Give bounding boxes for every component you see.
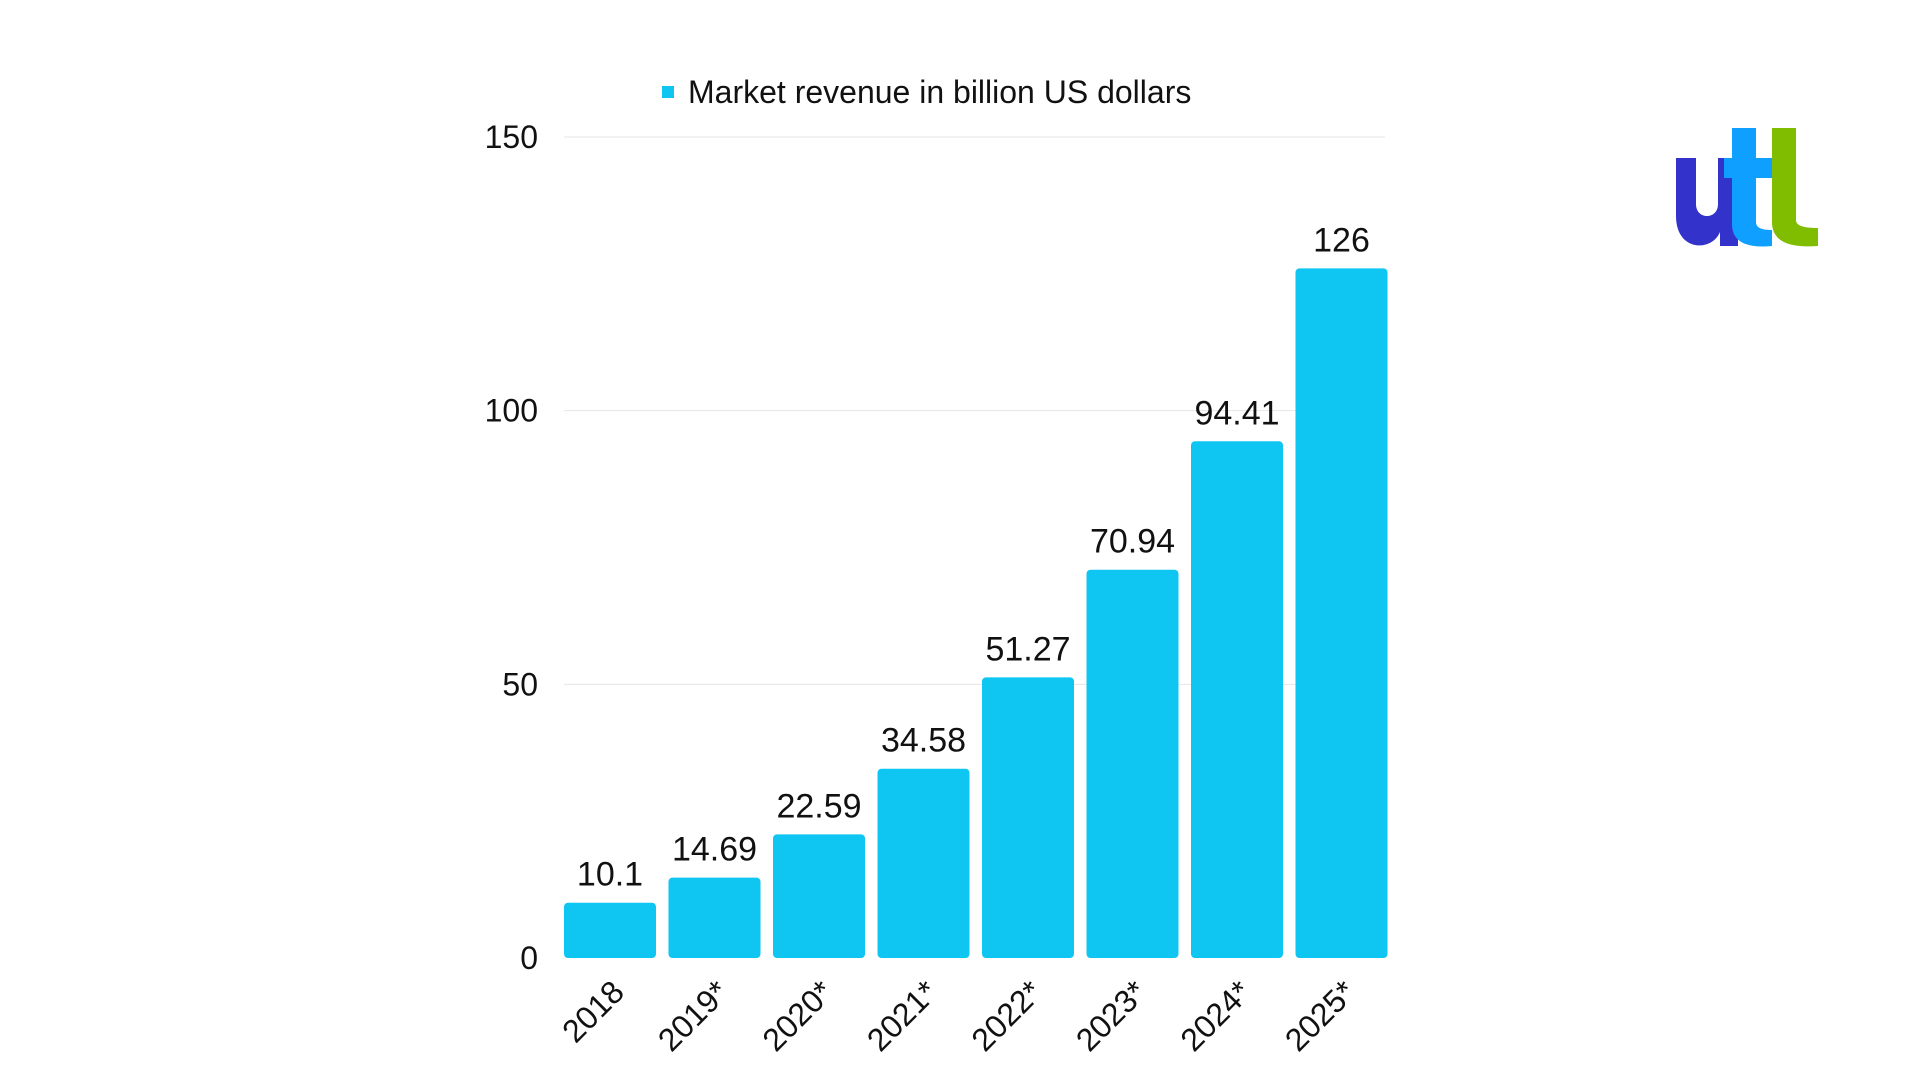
legend-swatch [662, 86, 674, 98]
x-tick-label: 2023* [1069, 973, 1154, 1058]
bar [1191, 441, 1283, 959]
y-axis-ticks: 0 50 100 150 [485, 119, 538, 976]
y-tick-label: 0 [520, 940, 538, 976]
logo-letter-t [1724, 128, 1772, 247]
x-tick-label: 2025* [1278, 973, 1363, 1058]
data-label: 22.59 [776, 787, 861, 825]
bar [1086, 569, 1179, 958]
data-label: 10.1 [577, 856, 643, 894]
chart-legend: Market revenue in billion US dollars [662, 72, 1191, 112]
data-label: 14.69 [672, 831, 757, 869]
logo-letter-u [1676, 158, 1738, 246]
data-label: 34.58 [881, 722, 966, 760]
x-tick-label: 2022* [964, 973, 1049, 1058]
data-label: 51.27 [985, 630, 1070, 668]
bar [773, 834, 865, 958]
bar [982, 677, 1074, 958]
bars [564, 268, 1388, 959]
y-tick-label: 50 [502, 666, 538, 702]
bar [877, 768, 970, 958]
x-tick-label: 2024* [1173, 973, 1258, 1058]
utl-logo-icon [1676, 128, 1818, 247]
data-labels: 10.1 14.69 22.59 34.58 51.27 70.94 94.41 126 [577, 221, 1370, 893]
logo-letter-l [1772, 128, 1818, 247]
x-tick-label: 2019* [651, 973, 736, 1058]
bar [1295, 268, 1388, 958]
y-tick-label: 150 [485, 119, 538, 155]
x-axis-ticks: 2018 2019* 2020* 2021* 2022* 2023* 2024* 2025* [555, 973, 1362, 1058]
data-label: 126 [1313, 221, 1370, 259]
x-tick-label: 2020* [755, 973, 840, 1058]
x-tick-label: 2021* [860, 973, 945, 1058]
x-tick-label: 2018 [555, 973, 631, 1049]
y-tick-label: 100 [485, 393, 538, 429]
bar [564, 902, 656, 958]
bar [668, 877, 761, 958]
legend-label: Market revenue in billion US dollars [688, 73, 1192, 110]
data-label: 94.41 [1194, 394, 1279, 432]
data-label: 70.94 [1090, 523, 1175, 561]
